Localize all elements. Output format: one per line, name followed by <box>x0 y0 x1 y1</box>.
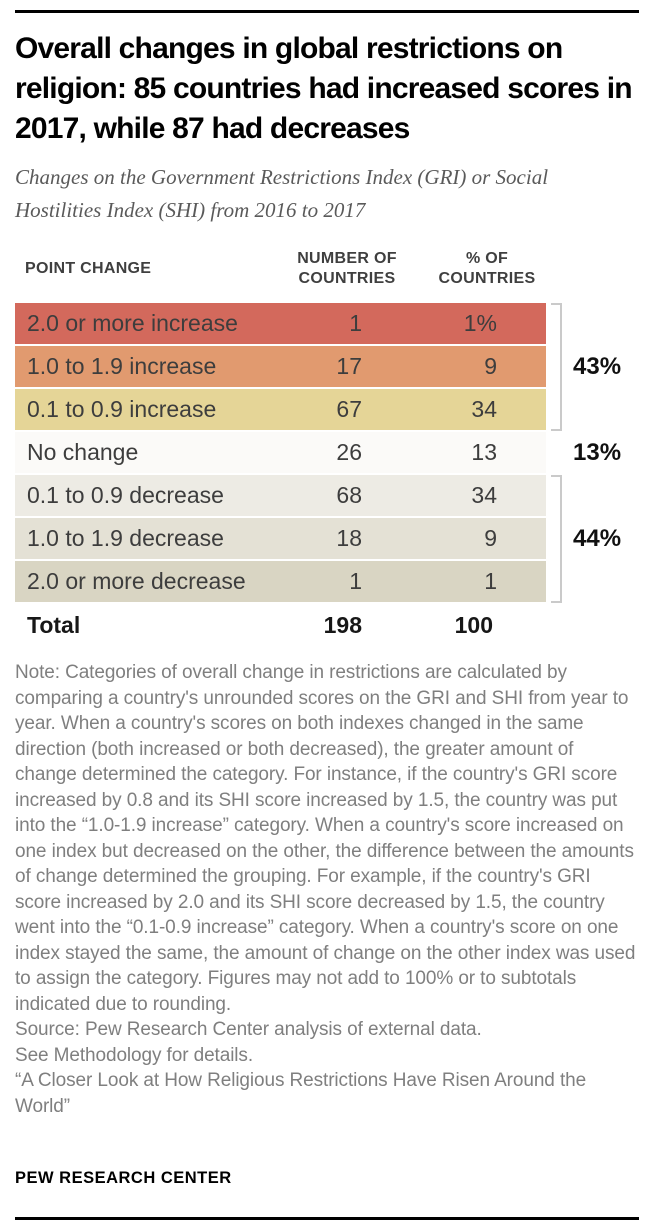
row-label: 2.0 or more decrease <box>27 568 246 594</box>
column-header-number-of-countries: NUMBER OF COUNTRIES <box>297 250 397 287</box>
decrease-group-summary: 44% <box>573 525 622 552</box>
chart-title: Overall changes in global restrictions o… <box>15 32 633 145</box>
row-pct-value: 9 <box>484 353 497 379</box>
row-pct-value: 34 <box>471 396 497 422</box>
table-row: 1.0 to 1.9 increase 17 9 <box>15 346 546 387</box>
chart-subtitle: Changes on the Government Restrictions I… <box>15 165 549 222</box>
table-header-row: POINT CHANGE NUMBER OF COUNTRIES % OF CO… <box>15 249 547 289</box>
decrease-group-bracket <box>551 475 562 603</box>
row-label: 0.1 to 0.9 increase <box>27 396 217 422</box>
increase-group-bracket <box>551 303 562 431</box>
brand-wordmark: PEW RESEARCH CENTER <box>15 1169 232 1187</box>
total-pct-value: 100 <box>454 611 493 638</box>
total-row: Total 198 100 <box>15 606 546 644</box>
row-countries-value: 68 <box>336 482 362 508</box>
row-countries-value: 1 <box>349 568 362 594</box>
bottom-rule <box>15 1217 639 1220</box>
row-countries-value: 18 <box>336 525 362 551</box>
table-row: 0.1 to 0.9 increase 67 34 <box>15 389 546 430</box>
source-text: Source: Pew Research Center analysis of … <box>15 1019 482 1040</box>
increase-group-summary: 43% <box>573 353 622 380</box>
table-body: 2.0 or more increase 1 1% 1.0 to 1.9 inc… <box>15 303 639 604</box>
total-countries-value: 198 <box>323 611 362 638</box>
table-row: 1.0 to 1.9 decrease 18 9 <box>15 518 546 559</box>
row-label: 2.0 or more increase <box>27 310 238 336</box>
row-pct-value: 1 <box>484 568 497 594</box>
row-pct-value: 34 <box>471 482 497 508</box>
no-change-group-summary: 13% <box>573 439 622 466</box>
row-countries-value: 1 <box>349 310 362 336</box>
note-text: Note: Categories of overall change in re… <box>15 662 636 1015</box>
total-label: Total <box>27 611 81 638</box>
row-label: 0.1 to 0.9 decrease <box>27 482 224 508</box>
top-rule <box>15 10 639 13</box>
row-countries-value: 17 <box>336 353 362 379</box>
column-header-pct-of-countries: % OF COUNTRIES <box>438 250 536 287</box>
row-label: 1.0 to 1.9 decrease <box>27 525 224 551</box>
table-row: 2.0 or more decrease 1 1 <box>15 561 546 602</box>
table-row: 0.1 to 0.9 decrease 68 34 <box>15 475 546 516</box>
table-row: No change 26 13 <box>15 432 546 473</box>
group-annotations: 43% 13% 44% <box>551 303 639 604</box>
table-row: 2.0 or more increase 1 1% <box>15 303 546 344</box>
row-label: 1.0 to 1.9 increase <box>27 353 217 379</box>
report-title-text: “A Closer Look at How Religious Restrict… <box>15 1070 587 1117</box>
notes-block: Note: Categories of overall change in re… <box>15 660 639 1119</box>
column-header-point-change: POINT CHANGE <box>25 260 152 277</box>
row-pct-value: 13 <box>471 439 497 465</box>
row-countries-value: 26 <box>336 439 362 465</box>
row-pct-value: 1% <box>463 310 497 336</box>
row-pct-value: 9 <box>484 525 497 551</box>
row-label: No change <box>27 439 139 465</box>
table-rows: 2.0 or more increase 1 1% 1.0 to 1.9 inc… <box>15 303 546 602</box>
methodology-text: See Methodology for details. <box>15 1044 254 1066</box>
row-countries-value: 67 <box>336 396 362 422</box>
